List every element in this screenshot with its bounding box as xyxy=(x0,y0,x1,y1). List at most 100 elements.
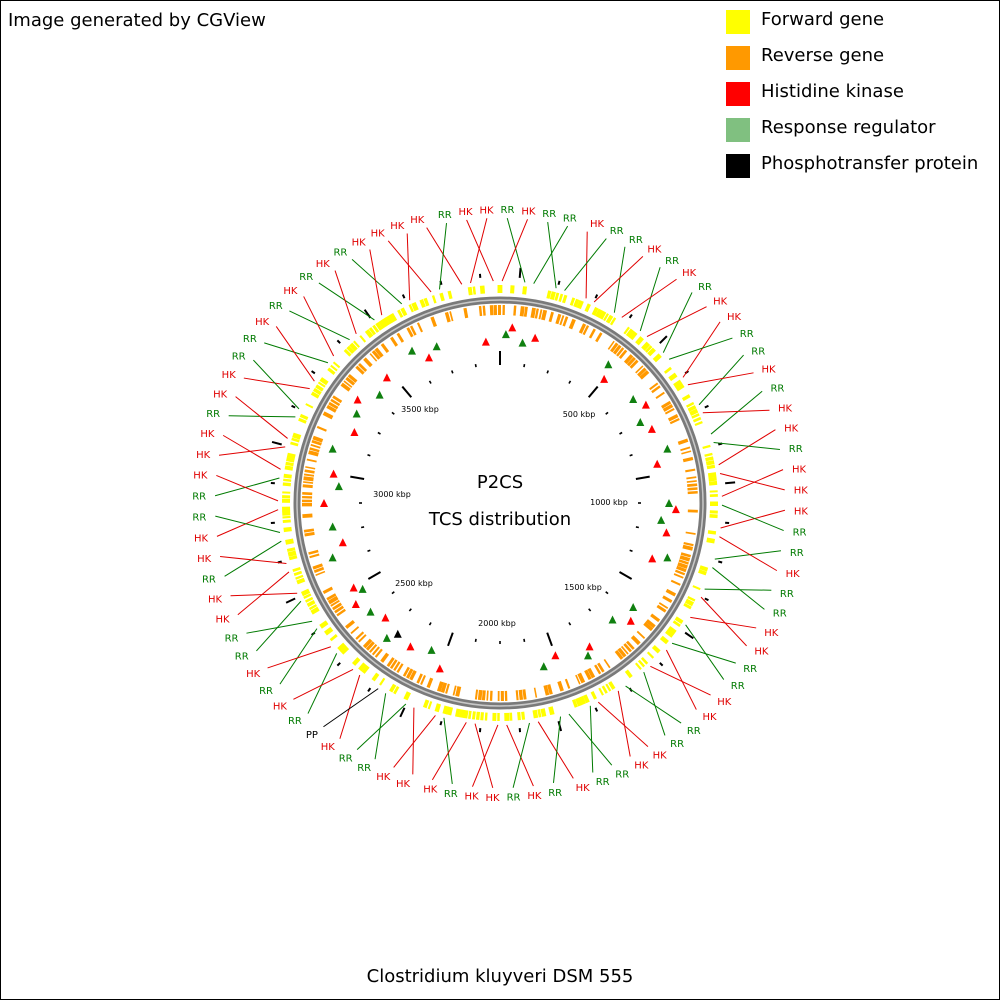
major-tick xyxy=(350,475,365,481)
outer-tick xyxy=(401,294,406,299)
rr-label: RR xyxy=(615,769,629,780)
leader-line xyxy=(293,668,354,700)
reverse-gene-mark xyxy=(358,634,367,643)
rr-label: RR xyxy=(357,763,371,774)
rr-label: RR xyxy=(790,548,804,559)
forward-gene-mark xyxy=(647,347,656,357)
reverse-gene-mark xyxy=(661,400,672,409)
response-regulator-marker xyxy=(408,346,416,355)
reverse-gene-mark xyxy=(444,311,451,323)
reverse-gene-mark xyxy=(343,380,353,388)
minor-tick xyxy=(377,431,381,435)
reverse-gene-mark xyxy=(304,531,315,537)
histidine-kinase-marker xyxy=(350,427,359,436)
forward-gene-mark xyxy=(590,691,598,700)
reverse-gene-mark xyxy=(330,398,341,407)
reverse-gene-mark xyxy=(682,544,694,551)
outer-tick xyxy=(594,707,599,712)
forward-gene-mark xyxy=(598,687,604,696)
forward-gene-mark xyxy=(708,476,717,482)
response-regulator-marker xyxy=(427,645,436,654)
forward-gene-mark xyxy=(287,550,297,557)
forward-gene-mark xyxy=(463,709,469,719)
reverse-gene-mark xyxy=(636,630,646,639)
reverse-gene-mark xyxy=(630,635,641,646)
leader-line xyxy=(501,219,529,282)
forward-gene-mark xyxy=(308,604,318,611)
hk-label: HK xyxy=(576,783,591,794)
rr-label: RR xyxy=(770,384,784,395)
reverse-gene-mark xyxy=(355,365,365,375)
forward-gene-mark xyxy=(319,377,329,386)
legend-label: Phosphotransfer protein xyxy=(761,153,979,174)
rr-label: RR xyxy=(225,633,239,644)
leader-line xyxy=(214,477,280,497)
forward-gene-mark xyxy=(305,403,314,409)
forward-gene-mark xyxy=(411,301,419,312)
forward-gene-mark xyxy=(400,307,408,317)
histidine-kinase-marker xyxy=(353,395,362,404)
major-tick xyxy=(546,632,553,647)
reverse-gene-mark xyxy=(365,641,375,651)
reverse-gene-mark xyxy=(481,690,486,701)
outer-tick xyxy=(439,721,443,726)
ruler-label: 500 kbp xyxy=(563,410,596,419)
rr-label: RR xyxy=(243,334,257,345)
response-regulator-swatch xyxy=(726,118,750,142)
forward-gene-mark xyxy=(315,384,324,392)
histidine-kinase-marker xyxy=(435,664,444,673)
reverse-gene-mark xyxy=(629,359,639,369)
reverse-gene-mark xyxy=(449,311,454,322)
leader-line xyxy=(289,310,350,341)
hk-label: HK xyxy=(390,221,405,232)
leader-line xyxy=(374,693,387,760)
reverse-gene-mark xyxy=(620,645,629,655)
reverse-gene-mark xyxy=(655,391,665,399)
leader-line xyxy=(512,722,530,788)
leader-line xyxy=(721,469,784,497)
forward-gene-mark xyxy=(446,706,454,716)
forward-gene-mark xyxy=(659,635,669,645)
hk-label: HK xyxy=(376,772,391,783)
leader-line xyxy=(230,592,298,597)
response-regulator-marker xyxy=(604,360,613,369)
rr-label: RR xyxy=(596,777,610,788)
minor-tick xyxy=(635,526,639,529)
forward-gene-mark xyxy=(389,683,397,693)
forward-gene-mark xyxy=(569,297,576,306)
leader-line xyxy=(279,628,318,685)
reverse-gene-mark xyxy=(304,469,315,474)
reverse-gene-mark xyxy=(562,316,569,327)
hk-label: HK xyxy=(194,533,209,544)
rr-label: RR xyxy=(743,664,757,675)
hk-label: HK xyxy=(479,205,494,216)
hk-label: HK xyxy=(754,646,769,657)
leader-line xyxy=(253,359,300,410)
leader-line xyxy=(713,441,780,451)
hk-label: HK xyxy=(213,389,228,400)
forward-gene-mark xyxy=(651,644,661,654)
reverse-gene-mark xyxy=(650,613,661,623)
forward-gene-mark xyxy=(532,709,539,719)
rr-label: RR xyxy=(780,589,794,600)
forward-gene-mark xyxy=(699,565,709,572)
rr-label: RR xyxy=(507,793,521,804)
reverse-gene-mark xyxy=(587,667,596,679)
forward-gene-mark xyxy=(582,694,590,704)
reverse-gene-mark xyxy=(597,662,605,673)
legend-label: Reverse gene xyxy=(761,45,885,66)
forward-gene-mark xyxy=(351,657,361,666)
histidine-kinase-marker xyxy=(349,583,358,592)
forward-gene-mark xyxy=(467,710,472,720)
reverse-gene-mark xyxy=(568,318,576,330)
leader-line xyxy=(466,219,494,282)
reverse-gene-mark xyxy=(626,356,636,367)
histidine-kinase-marker xyxy=(320,499,328,507)
reverse-gene-mark xyxy=(386,657,395,667)
leader-line xyxy=(643,671,666,736)
reverse-gene-mark xyxy=(312,563,323,570)
hk-label: HK xyxy=(410,215,425,226)
histidine-kinase-marker xyxy=(382,373,391,382)
major-tick xyxy=(635,475,650,481)
